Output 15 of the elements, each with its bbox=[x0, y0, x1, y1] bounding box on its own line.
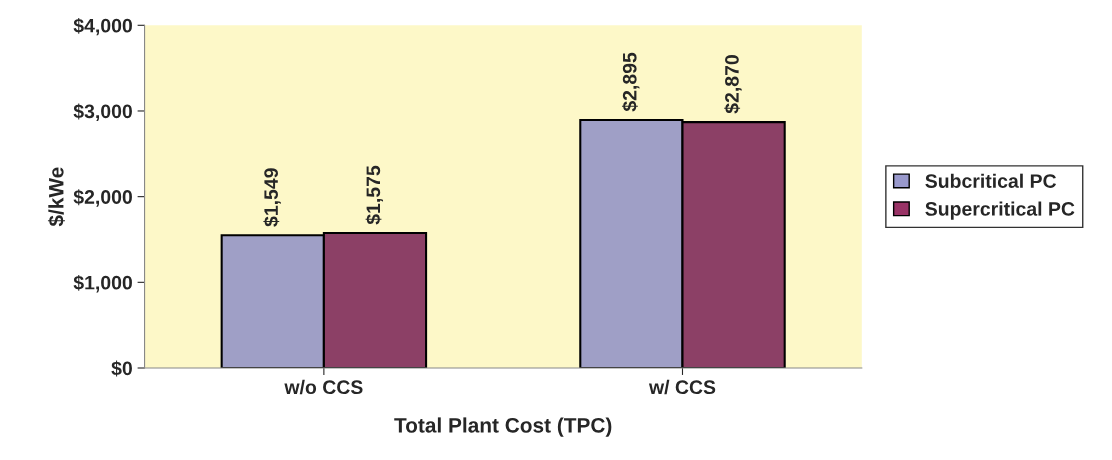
y-tick-label: $4,000 bbox=[73, 17, 132, 36]
y-tick-label: $2,000 bbox=[73, 189, 132, 207]
x-tick-label: w/o CCS bbox=[284, 379, 363, 395]
x-axis-title: Total Plant Cost (TPC) bbox=[394, 417, 612, 437]
y-tick-label: $0 bbox=[111, 360, 132, 377]
data-label: $1,549 bbox=[263, 168, 281, 227]
data-label: $2,870 bbox=[724, 55, 742, 114]
x-tick-label: w/ CCS bbox=[648, 379, 716, 395]
data-label: $1,575 bbox=[365, 165, 384, 225]
y-tick-label: $1,000 bbox=[73, 274, 132, 293]
data-label: $2,895 bbox=[621, 52, 640, 112]
y-tick-label: $3,000 bbox=[73, 103, 132, 122]
legend-label: Supercritical PC bbox=[925, 201, 1075, 220]
y-axis-title: $/kWe bbox=[47, 167, 65, 227]
legend-label: Subcritical PC bbox=[925, 173, 1057, 188]
